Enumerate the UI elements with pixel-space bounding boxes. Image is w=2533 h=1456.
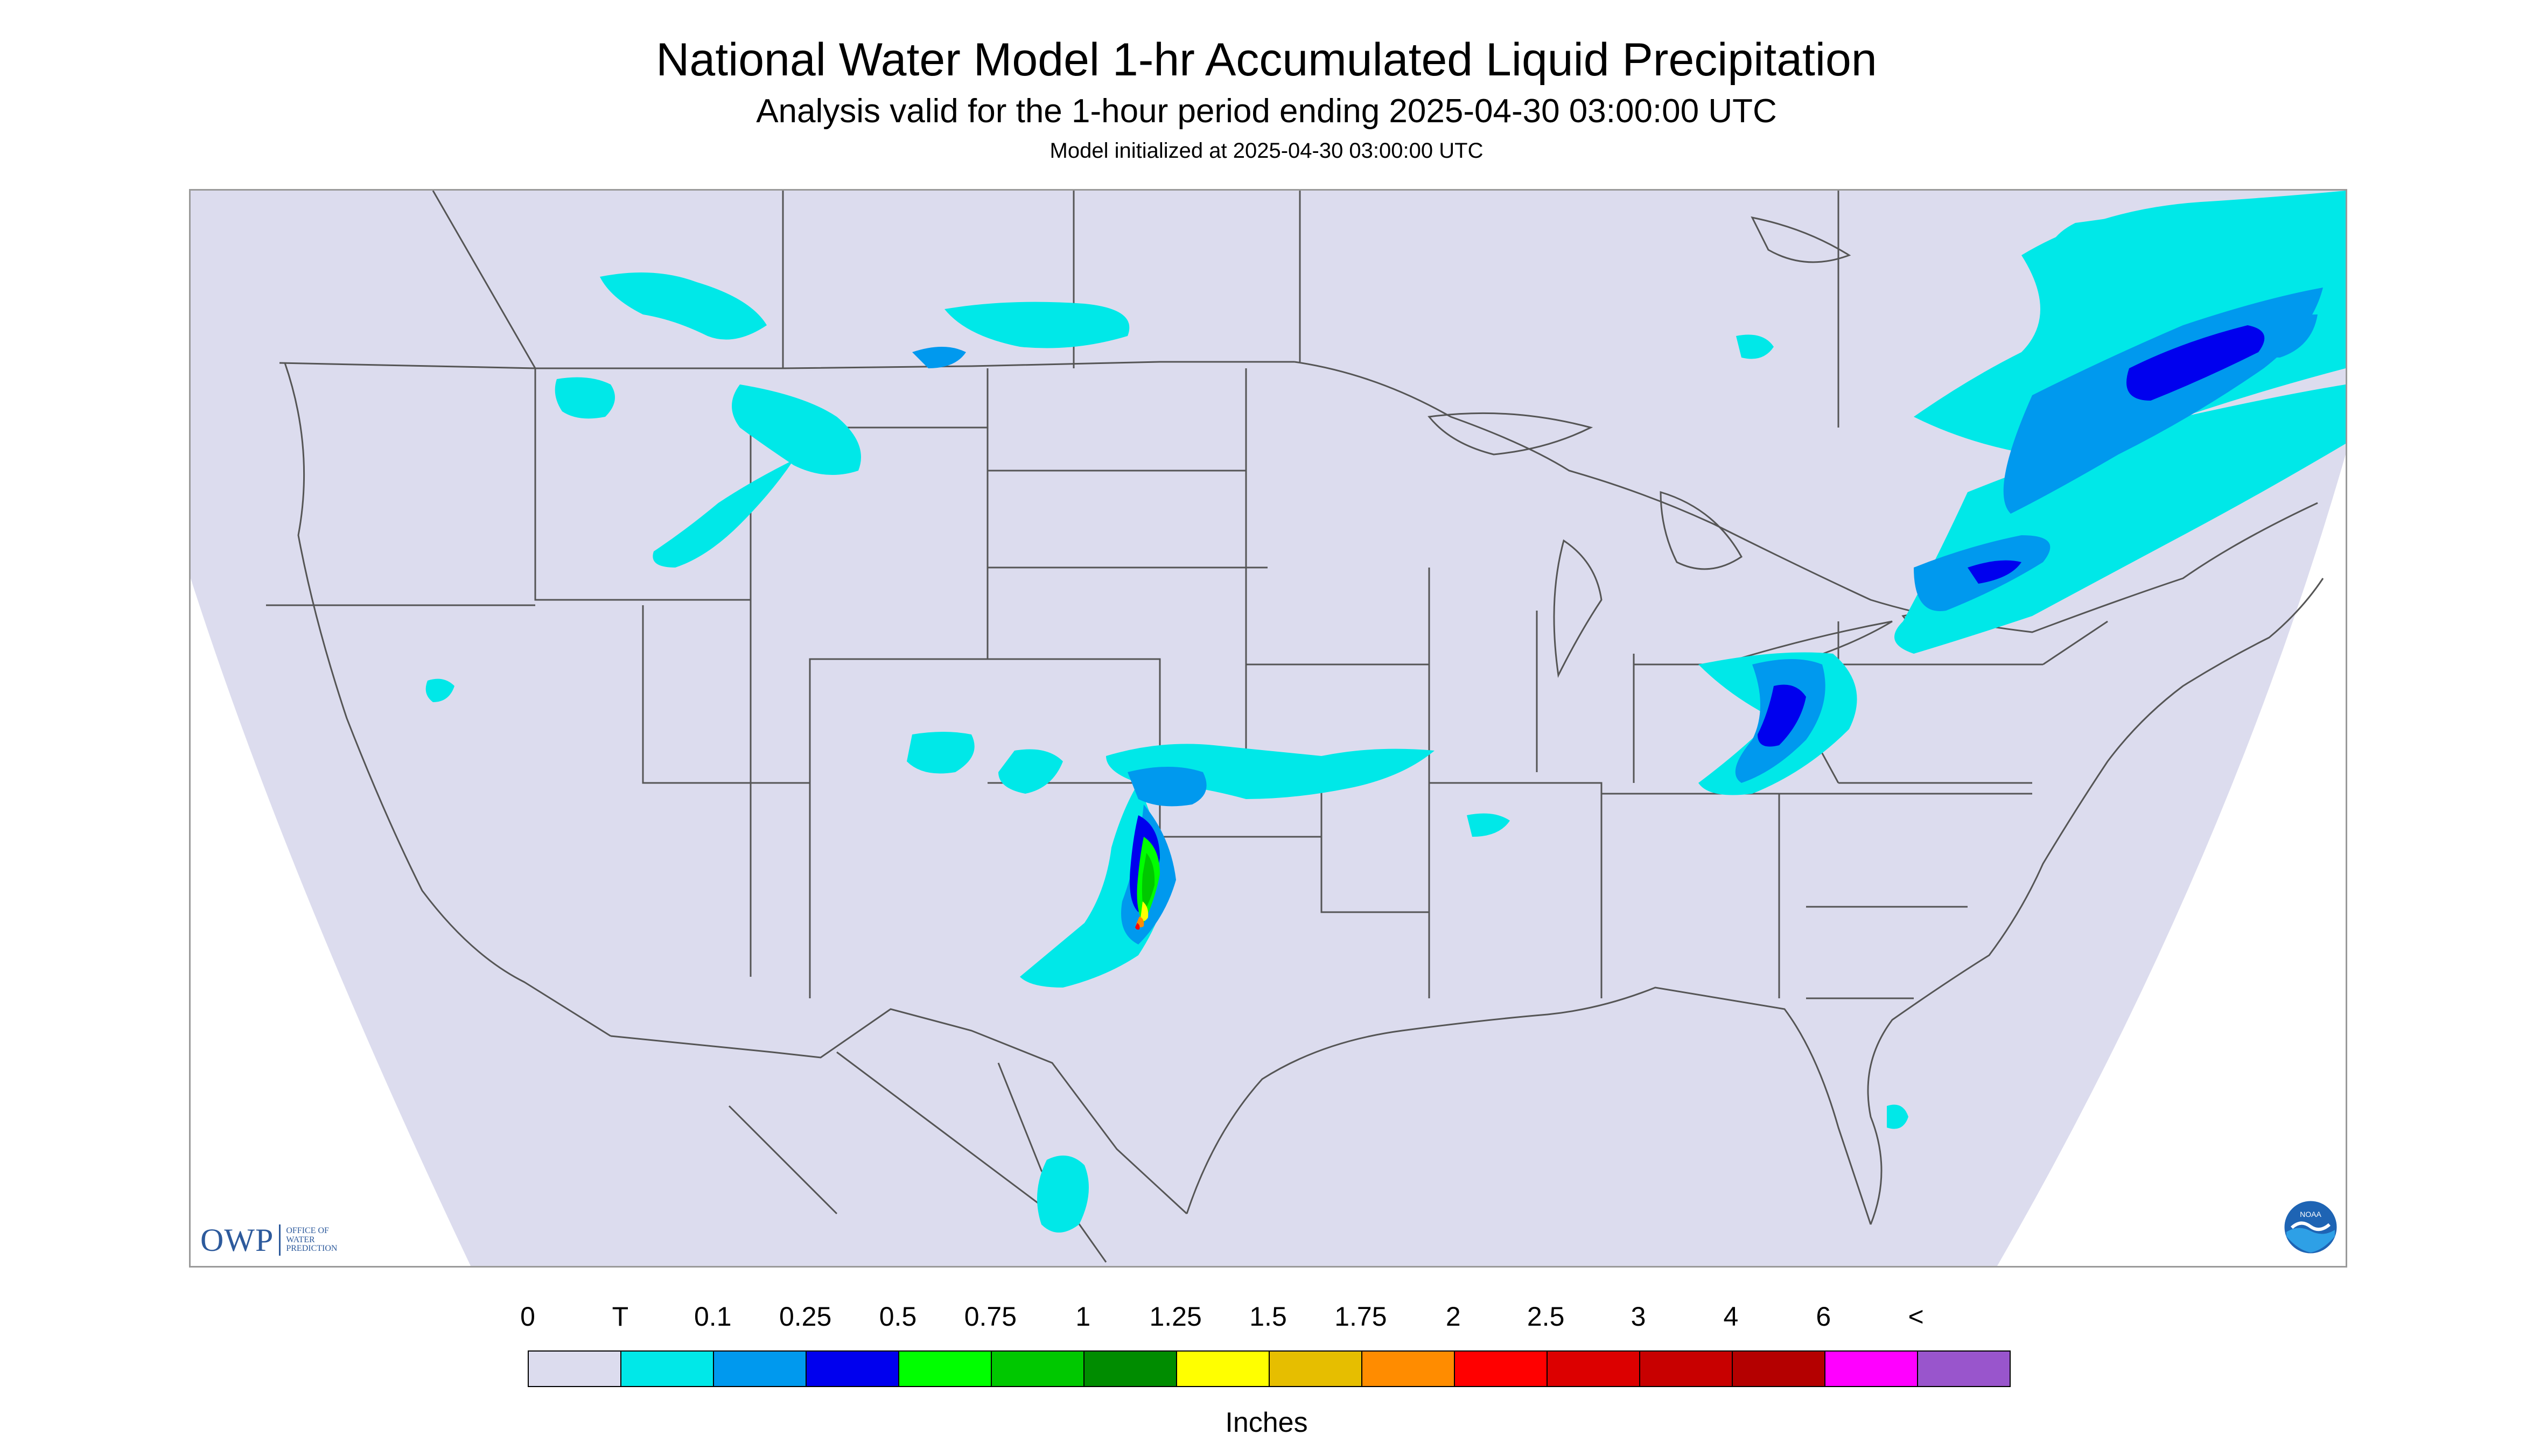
legend-colorbar: [528, 1350, 2011, 1387]
legend-swatch: [621, 1352, 714, 1386]
legend-label: 0.1: [694, 1301, 732, 1332]
map-title: National Water Model 1-hr Accumulated Li…: [656, 34, 1877, 86]
owp-logo-divider: [279, 1224, 281, 1256]
legend-label: 2.5: [1527, 1301, 1565, 1332]
owp-line2: WATER: [286, 1235, 315, 1244]
legend-swatch: [1177, 1352, 1270, 1386]
owp-line1: OFFICE OF: [286, 1226, 329, 1235]
precip-core: [1135, 837, 1160, 930]
legend-label: 6: [1816, 1301, 1831, 1332]
legend-label: <: [1908, 1301, 1924, 1332]
legend-label: 1.5: [1249, 1301, 1287, 1332]
legend-swatch: [807, 1352, 899, 1386]
legend-swatch: [1640, 1352, 1733, 1386]
legend-label: 0: [520, 1301, 535, 1332]
noaa-logo: NOAA: [2283, 1199, 2339, 1255]
legend-label: 1: [1075, 1301, 1091, 1332]
legend-label: 3: [1631, 1301, 1646, 1332]
legend-swatch: [1825, 1352, 1918, 1386]
legend-label: 1.75: [1334, 1301, 1387, 1332]
legend-label: 0.5: [879, 1301, 917, 1332]
legend-swatch: [529, 1352, 621, 1386]
legend-swatch: [714, 1352, 807, 1386]
legend-label: 1.25: [1149, 1301, 1202, 1332]
legend-swatch: [1548, 1352, 1640, 1386]
owp-logo: OWP OFFICE OF WATER PREDICTION: [200, 1221, 337, 1259]
legend-swatch: [1733, 1352, 1825, 1386]
owp-logo-mark: OWP: [200, 1222, 274, 1258]
legend-swatch: [1918, 1352, 2010, 1386]
legend-swatch: [899, 1352, 992, 1386]
legend-swatch: [992, 1352, 1084, 1386]
map-canvas: [191, 191, 2346, 1266]
legend-swatch: [1362, 1352, 1455, 1386]
map-subtitle: Analysis valid for the 1-hour period end…: [756, 93, 1777, 130]
model-domain: [191, 191, 2346, 1266]
legend-swatch: [1455, 1352, 1548, 1386]
noaa-logo-text: NOAA: [2300, 1210, 2321, 1219]
legend-swatch: [1084, 1352, 1177, 1386]
legend-label: 4: [1723, 1301, 1739, 1332]
legend-label: 0.25: [779, 1301, 832, 1332]
owp-logo-text: OFFICE OF WATER PREDICTION: [286, 1226, 338, 1254]
legend-label: 2: [1445, 1301, 1461, 1332]
legend-labels: 0 T 0.1 0.25 0.5 0.75 1 1.25 1.5 1.75 2 2.5 3 4 6 <: [0, 1303, 2533, 1335]
precipitation-map: [189, 189, 2347, 1268]
legend-label: 0.75: [964, 1301, 1017, 1332]
legend-label: T: [612, 1301, 629, 1332]
owp-line3: PREDICTION: [286, 1244, 338, 1254]
model-init-note: Model initialized at 2025-04-30 03:00:00…: [1049, 139, 1484, 163]
legend-units: Inches: [1225, 1407, 1308, 1438]
legend-swatch: [1270, 1352, 1362, 1386]
map-boundaries: [266, 191, 2324, 1263]
